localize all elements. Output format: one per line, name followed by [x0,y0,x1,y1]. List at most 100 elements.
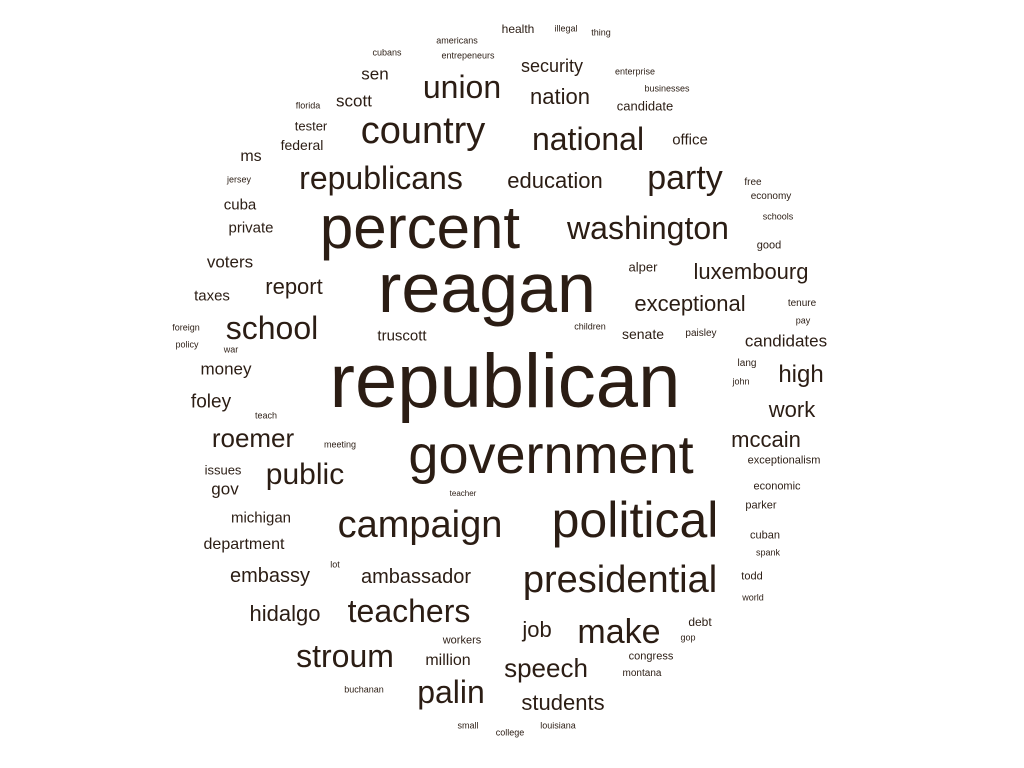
word: report [265,274,323,299]
word: stroum [296,638,394,674]
word: palin [417,674,485,710]
word: ms [240,148,262,165]
word: lot [330,559,340,570]
word: mccain [731,427,801,452]
word: college [495,727,525,738]
word: work [768,397,816,422]
word: candidate [616,98,674,114]
word: republicans [299,160,463,196]
word: country [360,110,486,152]
word: pay [795,315,811,326]
word: foley [190,391,232,413]
word: louisiana [540,720,576,731]
word: businesses [644,83,690,94]
word: high [778,361,824,388]
word: security [520,56,584,76]
word: war [223,344,239,355]
word: gop [680,632,696,643]
word: cuba [223,196,257,214]
word: senate [621,326,665,342]
word: world [742,592,764,603]
word: speech [504,653,588,683]
word: students [521,690,605,715]
word: florida [295,100,321,111]
word: americans [436,35,478,46]
word: teacher [449,489,477,498]
word: lang [737,358,757,369]
word: children [574,321,606,332]
word: percent [319,194,521,261]
word: taxes [194,287,230,305]
word: party [647,159,723,197]
word: exceptional [634,291,746,316]
word: tester [294,118,328,134]
word: congress [628,650,674,663]
word: teach [254,410,278,421]
word: presidential [522,559,718,601]
word: foreign [172,322,200,333]
word: meeting [323,439,357,450]
word: alper [628,259,658,275]
word: washington [567,210,729,246]
word: political [551,492,719,548]
word: ambassador [360,566,472,588]
word: buchanan [344,684,384,695]
word: debt [688,615,712,629]
word: federal [280,137,324,153]
word: policy [175,339,199,350]
word: reagan [378,249,596,327]
word: campaign [337,504,503,546]
word: workers [442,634,482,647]
word: office [672,131,708,149]
word: exceptionalism [747,454,821,467]
word: make [577,613,661,651]
word: republican [329,339,681,424]
word: school [225,310,319,346]
word: cuban [750,529,780,542]
word: jersey [226,174,252,185]
word: schools [762,211,794,222]
word: teachers [347,593,471,629]
word: economic [753,480,801,493]
word: nation [530,84,590,109]
word: sen [361,64,389,84]
word: embassy [229,565,311,587]
word: entrepeneurs [441,50,495,61]
word: candidates [744,331,828,351]
word: hidalgo [249,601,321,626]
word: million [425,652,471,669]
word: money [200,359,252,379]
word: spank [755,547,781,558]
word: economy [750,191,792,202]
word: michigan [230,509,292,527]
word: enterprise [614,66,656,77]
word: luxembourg [693,259,809,284]
word: department [203,536,285,553]
word: good [756,239,782,252]
word: free [744,177,762,188]
word: todd [741,570,763,583]
word: public [265,458,345,491]
word: voters [206,252,254,272]
word: issues [204,462,242,478]
word: roemer [211,423,295,453]
word: government [408,425,694,485]
word: cubans [372,47,402,58]
word: paisley [685,328,717,339]
word: job [522,617,552,642]
word: private [228,219,274,237]
word: small [457,720,479,731]
word: tenure [787,298,817,309]
word: gov [211,479,239,499]
word: national [531,121,645,157]
word: thing [591,27,611,38]
word: union [422,69,502,105]
word: education [507,168,603,193]
word: john [732,376,750,387]
word: montana [622,668,662,679]
word: truscott [377,327,427,345]
word: illegal [554,23,578,34]
word: parker [745,499,777,512]
word: scott [336,91,372,111]
